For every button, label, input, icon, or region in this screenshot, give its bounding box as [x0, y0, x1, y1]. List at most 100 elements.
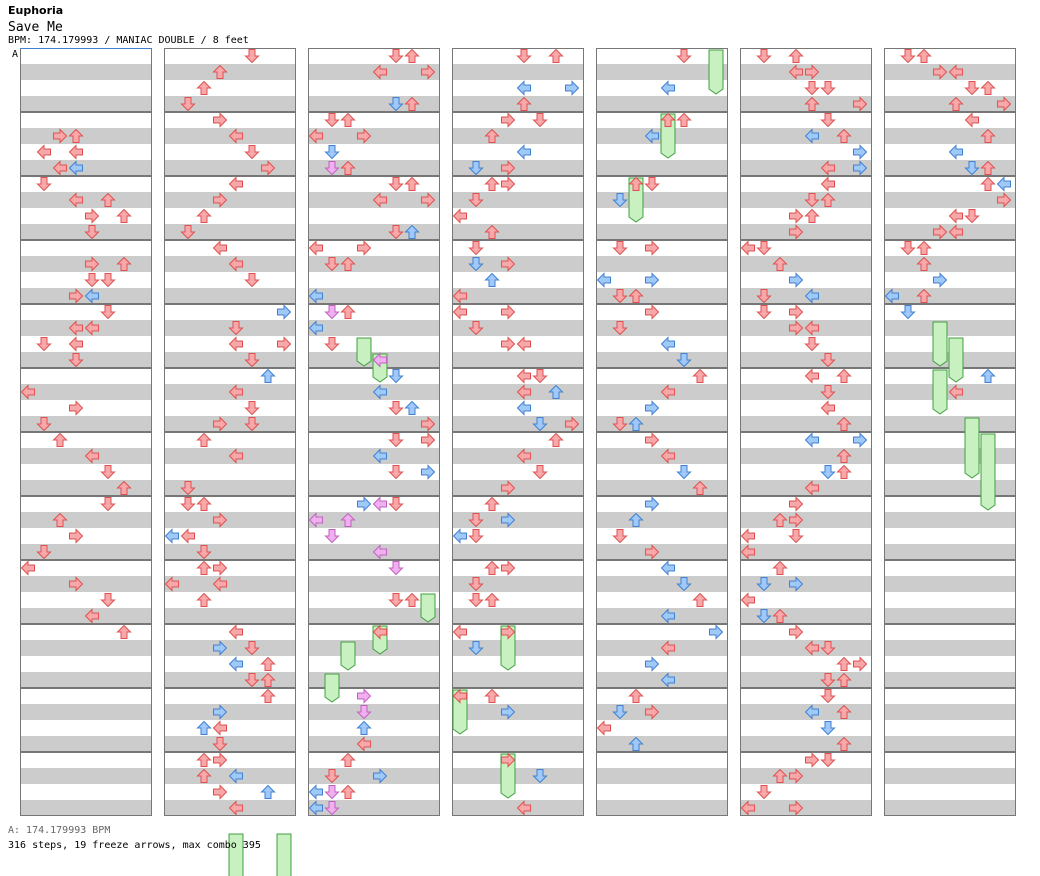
step-arrow-down	[324, 113, 340, 128]
measure-box	[884, 496, 1016, 560]
step-arrow-up	[628, 288, 644, 303]
step-arrow-left	[660, 80, 675, 96]
step-arrow-down	[244, 673, 260, 688]
step-arrow-left	[228, 384, 243, 400]
step-arrow-left	[740, 528, 755, 544]
measure-box	[20, 624, 152, 688]
freeze-arrow	[324, 673, 340, 703]
measure-box	[308, 560, 440, 624]
step-arrow-up	[196, 80, 212, 95]
step-arrow-right	[357, 496, 372, 512]
step-arrow-right	[645, 704, 660, 720]
step-arrow-left	[228, 128, 243, 144]
step-arrow-up	[484, 560, 500, 575]
step-arrow-down	[180, 481, 196, 496]
step-arrow-up	[836, 656, 852, 671]
measure-box	[740, 112, 872, 176]
step-arrow-left	[228, 448, 243, 464]
step-arrow-down	[532, 417, 548, 432]
step-arrow-down	[676, 577, 692, 592]
step-arrow-left	[948, 64, 963, 80]
step-arrow-up	[836, 736, 852, 751]
step-arrow-down	[324, 785, 340, 800]
step-arrow-left	[308, 320, 323, 336]
step-arrow-left	[804, 704, 819, 720]
step-arrow-down	[612, 705, 628, 720]
step-arrow-down	[756, 305, 772, 320]
measure-box	[308, 176, 440, 240]
step-arrow-up	[484, 688, 500, 703]
step-arrow-down	[388, 401, 404, 416]
measure-box	[20, 560, 152, 624]
measure-box	[596, 688, 728, 752]
step-arrow-up	[916, 288, 932, 303]
step-arrow-down	[244, 641, 260, 656]
measure-box	[452, 496, 584, 560]
step-arrow-down	[964, 209, 980, 224]
step-arrow-up	[804, 208, 820, 223]
step-arrow-left	[804, 368, 819, 384]
step-arrow-down	[804, 337, 820, 352]
step-arrow-down	[84, 225, 100, 240]
measure-box	[884, 624, 1016, 688]
step-arrow-right	[789, 304, 804, 320]
freeze-arrow	[708, 49, 724, 95]
step-arrow-down	[612, 241, 628, 256]
step-arrow-left	[372, 64, 387, 80]
measure-box	[308, 240, 440, 304]
step-arrow-down	[468, 513, 484, 528]
step-arrow-up	[676, 112, 692, 127]
step-arrow-right	[645, 544, 660, 560]
step-arrow-left	[180, 528, 195, 544]
step-arrow-down	[788, 529, 804, 544]
step-arrow-down	[356, 705, 372, 720]
step-arrow-up	[260, 688, 276, 703]
step-arrow-left	[660, 448, 675, 464]
measure-box	[740, 176, 872, 240]
measure-box	[596, 368, 728, 432]
step-arrow-up	[260, 368, 276, 383]
step-arrow-up	[52, 432, 68, 447]
measure-box	[308, 48, 440, 112]
measure-box	[596, 752, 728, 816]
step-arrow-left	[228, 768, 243, 784]
measure-box	[452, 624, 584, 688]
step-arrow-up	[548, 384, 564, 399]
measure-box	[596, 112, 728, 176]
step-arrow-up	[836, 672, 852, 687]
step-arrow-up	[340, 304, 356, 319]
step-arrow-right	[645, 272, 660, 288]
measure-box	[884, 112, 1016, 176]
step-arrow-right	[789, 496, 804, 512]
measure-box	[20, 752, 152, 816]
measure-box	[452, 176, 584, 240]
step-arrow-left	[452, 288, 467, 304]
freeze-arrow	[452, 689, 468, 735]
step-arrow-left	[20, 560, 35, 576]
step-arrow-down	[532, 113, 548, 128]
measure-box	[740, 560, 872, 624]
step-arrow-down	[820, 353, 836, 368]
measure-box	[452, 240, 584, 304]
step-arrow-down	[244, 49, 260, 64]
step-arrow-up	[548, 432, 564, 447]
step-arrow-right	[501, 176, 516, 192]
step-arrow-left	[804, 320, 819, 336]
step-arrow-left	[20, 384, 35, 400]
step-arrow-right	[501, 160, 516, 176]
step-arrow-down	[388, 177, 404, 192]
step-arrow-left	[996, 176, 1011, 192]
step-arrow-down	[820, 753, 836, 768]
measure-box	[452, 752, 584, 816]
step-arrow-right	[357, 688, 372, 704]
step-arrow-right	[805, 752, 820, 768]
step-arrow-up	[404, 176, 420, 191]
step-arrow-right	[933, 272, 948, 288]
measure-box	[740, 496, 872, 560]
step-arrow-down	[36, 417, 52, 432]
measure-box	[308, 688, 440, 752]
step-arrow-up	[212, 64, 228, 79]
measure-box	[596, 48, 728, 112]
measure-box	[740, 304, 872, 368]
step-arrow-right	[933, 224, 948, 240]
